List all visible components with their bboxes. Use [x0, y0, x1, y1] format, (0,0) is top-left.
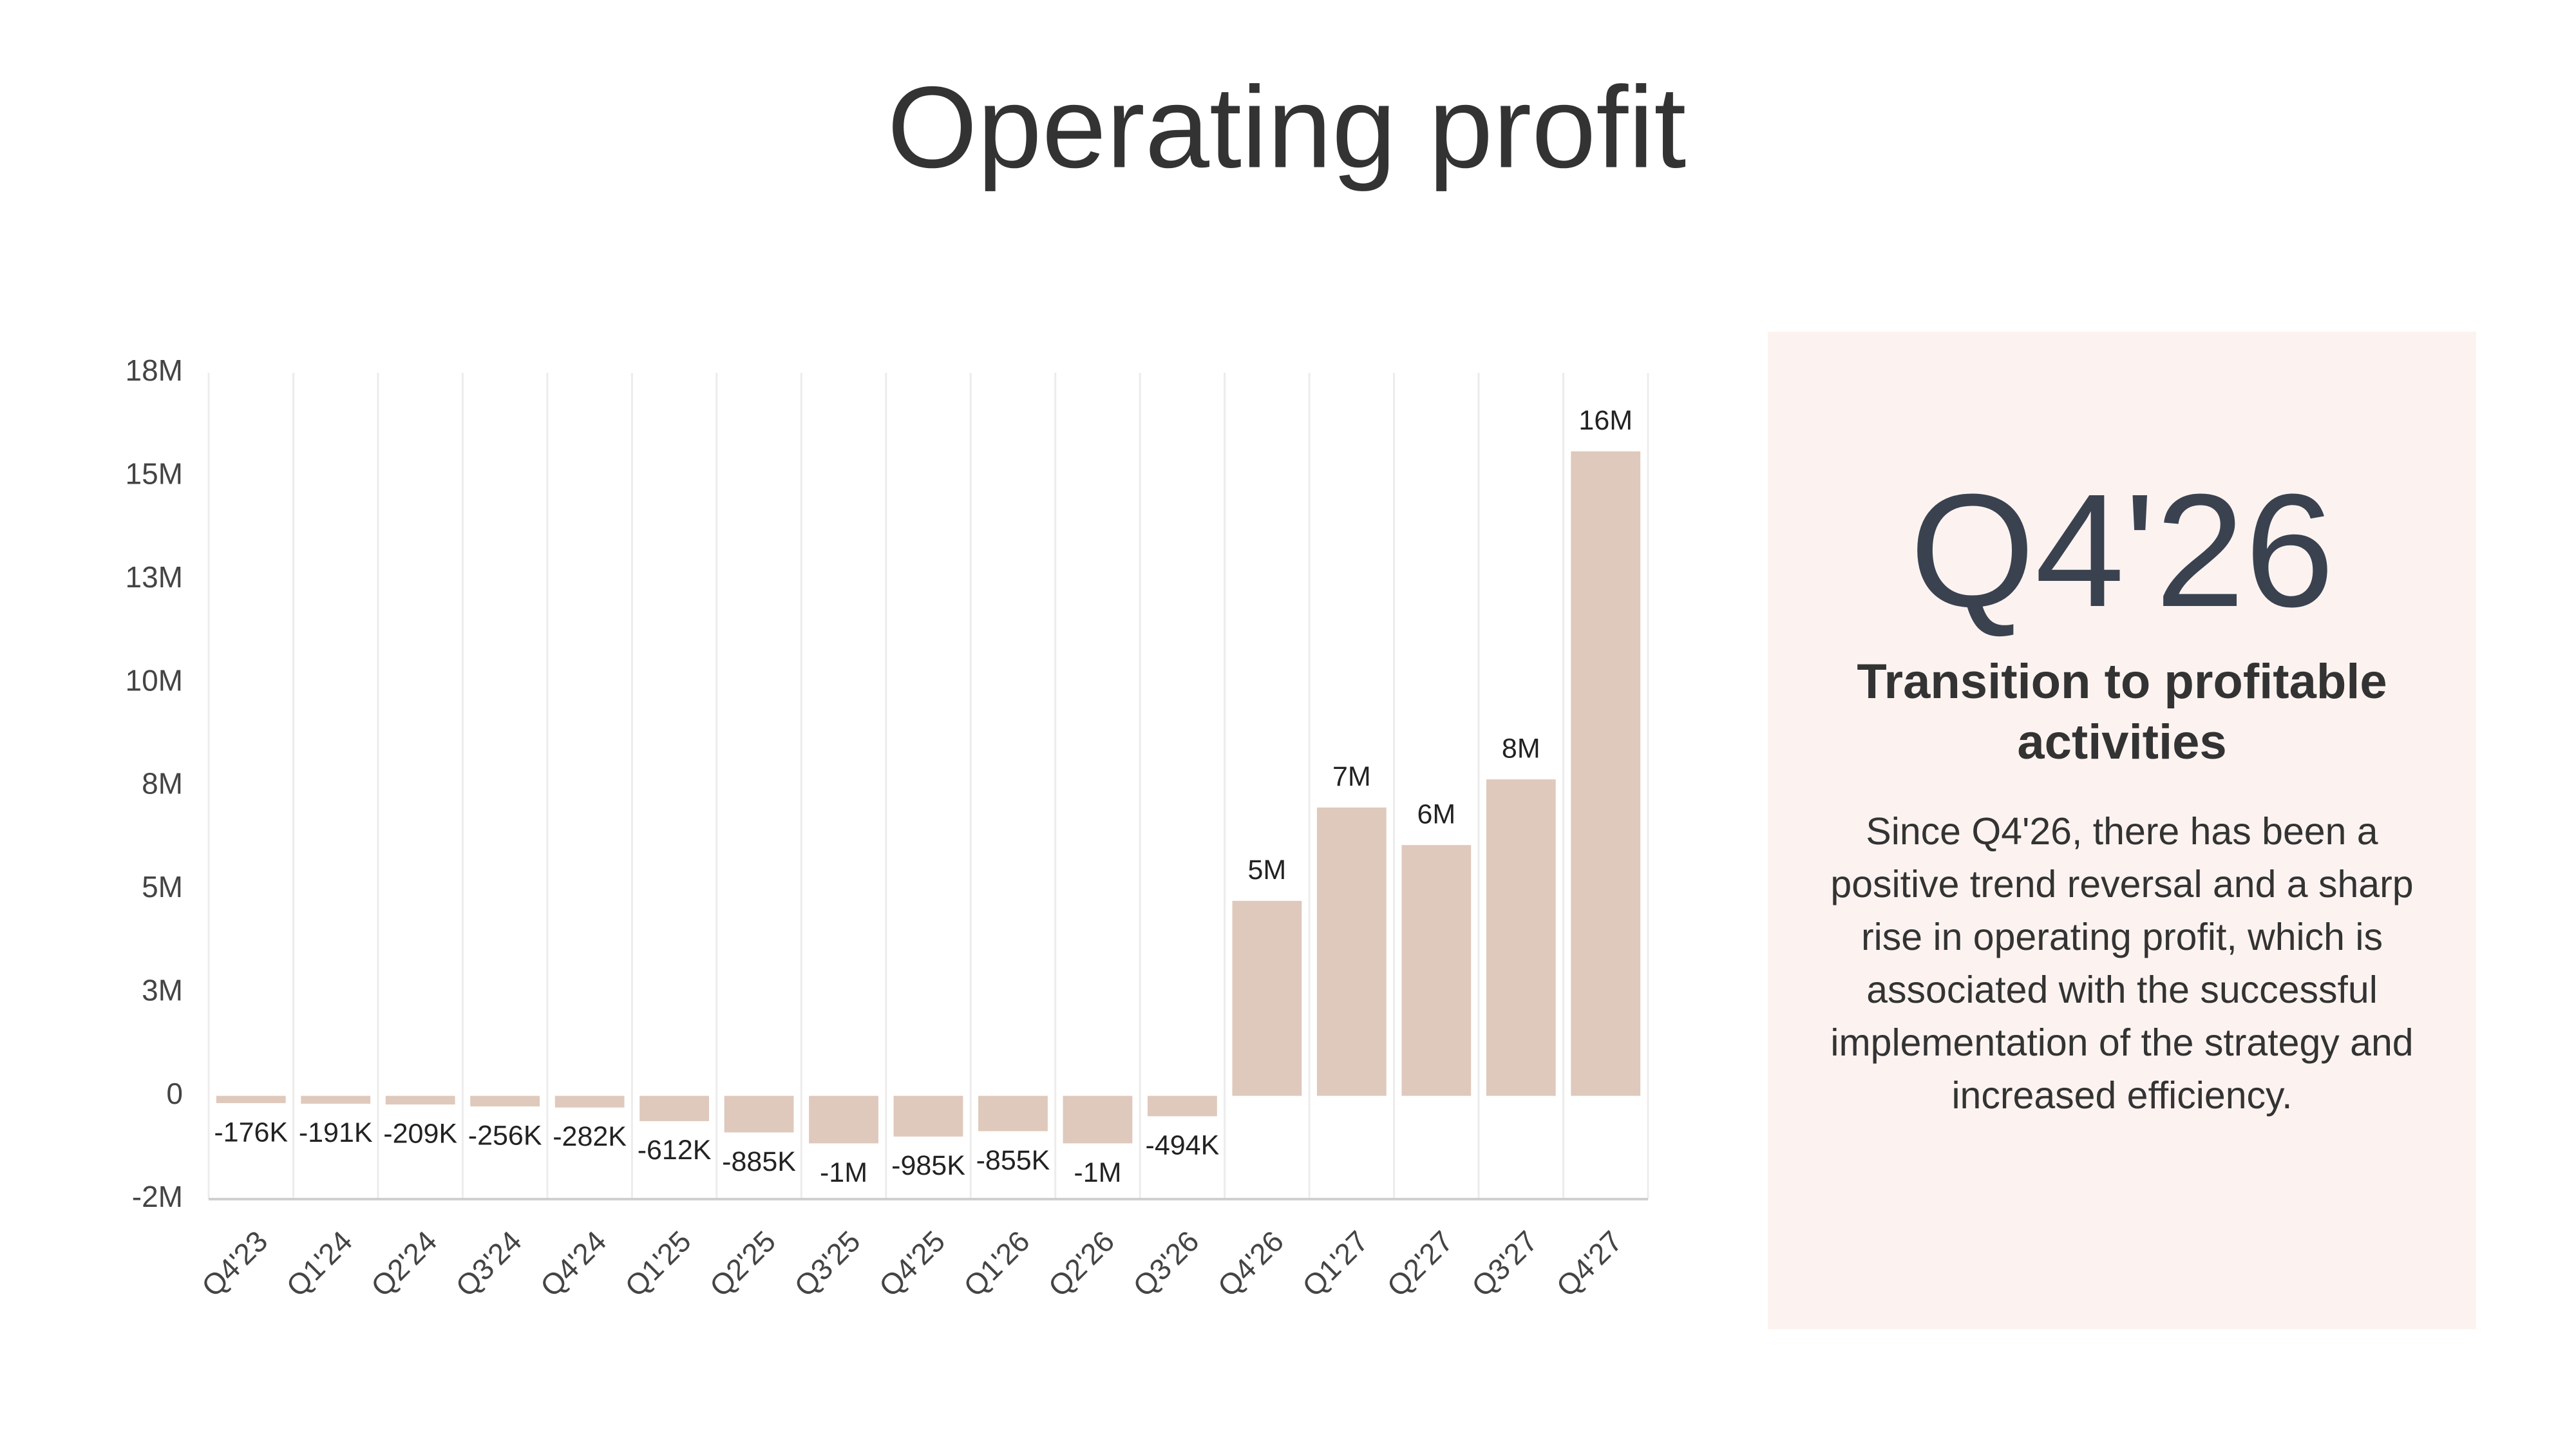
- value-label: 7M: [1332, 761, 1371, 792]
- x-tick-label: Q4'25: [873, 1224, 952, 1303]
- value-label: -885K: [722, 1146, 796, 1177]
- value-label: 5M: [1248, 855, 1287, 886]
- x-tick-label: Q1'27: [1296, 1224, 1375, 1303]
- bar: [385, 1095, 455, 1105]
- x-tick-label: Q4'26: [1211, 1224, 1290, 1303]
- bar: [1401, 845, 1472, 1096]
- x-tick-label: Q4'27: [1549, 1224, 1629, 1303]
- bar: [470, 1095, 540, 1107]
- y-tick-label: 3M: [142, 973, 183, 1007]
- value-label: -176K: [214, 1117, 288, 1148]
- value-label: -209K: [383, 1118, 457, 1149]
- value-label: -494K: [1146, 1130, 1220, 1161]
- value-label: -282K: [553, 1121, 627, 1152]
- panel-subtitle: Transition to profitable activities: [1857, 654, 2387, 770]
- bar: [1571, 451, 1641, 1096]
- x-tick-label: Q2'25: [703, 1224, 782, 1303]
- y-tick-label: 8M: [142, 767, 183, 800]
- bar: [1148, 1095, 1217, 1117]
- value-label: -191K: [299, 1117, 373, 1148]
- bar: [554, 1095, 625, 1108]
- value-label: -1M: [820, 1157, 867, 1188]
- x-tick-label: Q4'24: [534, 1224, 613, 1303]
- y-tick-label: -2M: [132, 1180, 183, 1213]
- x-tick-label: Q1'26: [957, 1224, 1036, 1303]
- value-label: -612K: [638, 1135, 712, 1166]
- value-label: 8M: [1502, 734, 1540, 764]
- bar: [978, 1095, 1048, 1132]
- x-tick-label: Q2'24: [365, 1224, 444, 1303]
- x-tick-label: Q2'26: [1042, 1224, 1121, 1303]
- bar: [893, 1095, 963, 1137]
- value-label: 16M: [1578, 405, 1633, 436]
- x-tick-label: Q4'23: [195, 1224, 274, 1303]
- bar: [639, 1095, 709, 1121]
- x-tick-label: Q1'25: [618, 1224, 697, 1303]
- x-tick-label: Q3'27: [1465, 1224, 1544, 1303]
- value-label: -256K: [468, 1120, 542, 1151]
- bar: [724, 1095, 794, 1133]
- chart-title: Operating profit: [887, 63, 1687, 193]
- side-panel: Q4'26 Transition to profitable activitie…: [1768, 332, 2476, 1329]
- bar: [216, 1095, 286, 1103]
- x-tick-label: Q2'27: [1380, 1224, 1459, 1303]
- value-label: 6M: [1417, 799, 1455, 830]
- panel-headline: Q4'26: [1909, 460, 2334, 640]
- chart: Operating profit -2M 0 3M 5M 8M 10M 13M 15M 18M -…: [126, 63, 1687, 1303]
- panel-body: Since Q4'26, there has been a positive t…: [1830, 810, 2414, 1117]
- x-tick-label: Q3'25: [788, 1224, 867, 1303]
- value-label: -855K: [976, 1145, 1050, 1176]
- bar: [1486, 779, 1556, 1096]
- y-tick-label: 18M: [126, 354, 183, 387]
- x-tick-label: Q3'24: [449, 1224, 528, 1303]
- bar: [1232, 900, 1302, 1096]
- value-label: -1M: [1074, 1157, 1121, 1188]
- bar: [301, 1095, 371, 1104]
- value-label: -985K: [891, 1150, 965, 1181]
- bar: [809, 1095, 878, 1144]
- bar: [1316, 807, 1387, 1096]
- y-tick-label: 10M: [126, 663, 183, 697]
- y-tick-label: 0: [166, 1077, 183, 1110]
- y-tick-label: 13M: [126, 560, 183, 594]
- x-tick-label: Q1'24: [279, 1224, 359, 1303]
- bar: [1063, 1095, 1133, 1144]
- y-tick-label: 5M: [142, 870, 183, 904]
- y-tick-label: 15M: [126, 457, 183, 491]
- x-tick-label: Q3'26: [1126, 1224, 1206, 1303]
